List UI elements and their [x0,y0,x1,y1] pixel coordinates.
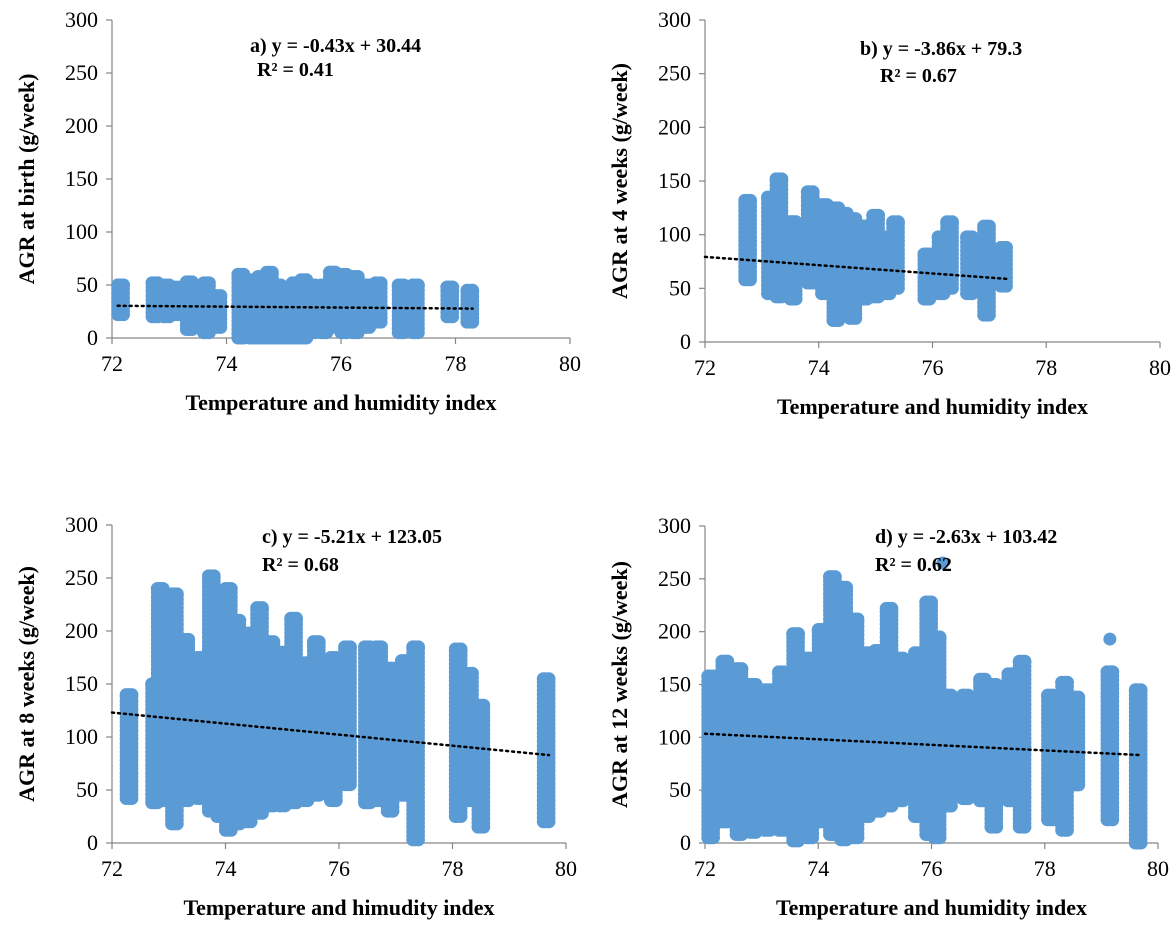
y-tick-label: 300 [65,7,98,32]
data-point [233,613,247,627]
scatter-points [111,265,480,345]
x-tick-label: 74 [808,355,830,380]
data-point [871,208,885,222]
y-tick-label: 300 [658,7,691,32]
panel-b: 0 50 100 150 200 250 300 72 74 76 78 80 b) y = -3.86… [607,7,1171,419]
data-point [255,601,269,615]
y-axis-title: AGR at 4 weeks (g/week) [607,63,632,299]
regression-equation: b) y = -3.86x + 79.3 [860,38,1022,60]
y-tick-label: 250 [65,60,98,85]
x-tick-label: 78 [442,856,464,881]
trendline [116,304,474,310]
data-point [214,289,228,303]
data-point [289,611,303,625]
data-point [125,688,139,702]
x-tick-label: 80 [559,351,581,376]
y-tick-label: 100 [658,222,691,247]
y-tick-label: 0 [87,830,98,855]
y-axis-title: AGR at birth (g/week) [14,74,39,285]
y-tick-label: 100 [65,219,98,244]
scatter-points [119,569,556,847]
data-point [446,280,460,294]
x-axis-title: Temperature and humidity index [777,394,1088,419]
y-tick-label: 200 [658,114,691,139]
y-tick-label: 50 [76,777,98,802]
data-point [945,215,959,229]
data-point [466,283,480,297]
data-point [965,230,979,244]
y-tick-label: 0 [680,329,691,354]
data-point [182,632,196,646]
data-point [170,587,184,601]
y-tick-label: 50 [669,275,691,300]
y-tick-label: 150 [65,671,98,696]
data-point [343,640,357,654]
x-tick-label: 76 [330,351,352,376]
data-point [312,635,326,649]
y-tick-label: 0 [87,325,98,350]
data-point [207,569,221,583]
y-tick-label: 200 [65,113,98,138]
data-point [374,276,388,290]
x-tick-label: 78 [445,351,467,376]
y-tick-label: 250 [658,61,691,86]
data-point [411,278,425,292]
data-point [375,640,389,654]
y-tick-label: 150 [65,166,98,191]
scatter-points [738,172,1013,328]
x-tick-label: 72 [101,351,123,376]
x-tick-label: 80 [555,856,577,881]
data-point [806,185,820,199]
x-tick-label: 74 [215,856,237,881]
data-point [775,172,789,186]
panel-a: 0 50 100 150 200 250 300 72 74 76 78 80 a) y = -0.43… [14,7,581,415]
y-tick-label: 50 [76,272,98,297]
data-point [982,219,996,233]
y-tick-label: 200 [65,618,98,643]
x-tick-label: 76 [922,355,944,380]
x-tick-label: 72 [694,355,716,380]
x-tick-label: 80 [1149,355,1171,380]
data-point [891,215,905,229]
data-point [185,275,199,289]
y-tick-label: 100 [65,724,98,749]
data-point [265,265,279,279]
x-tick-label: 72 [101,856,123,881]
x-axis-title: Temperature and humidity index [185,390,496,415]
data-point [116,278,130,292]
data-point [744,193,757,207]
x-tick-label: 78 [1035,355,1057,380]
regression-equation: a) y = -0.43x + 30.44 [250,35,421,57]
r-squared: R² = 0.67 [880,65,957,87]
x-tick-label: 74 [216,351,238,376]
data-point [789,215,803,229]
r-squared: R² = 0.41 [257,59,334,81]
data-point [999,241,1013,255]
y-tick-label: 300 [65,512,98,537]
x-tick-label: 76 [328,856,350,881]
y-tick-label: 150 [658,168,691,193]
data-point [202,276,216,290]
y-tick-label: 250 [65,565,98,590]
data-point [224,582,238,596]
